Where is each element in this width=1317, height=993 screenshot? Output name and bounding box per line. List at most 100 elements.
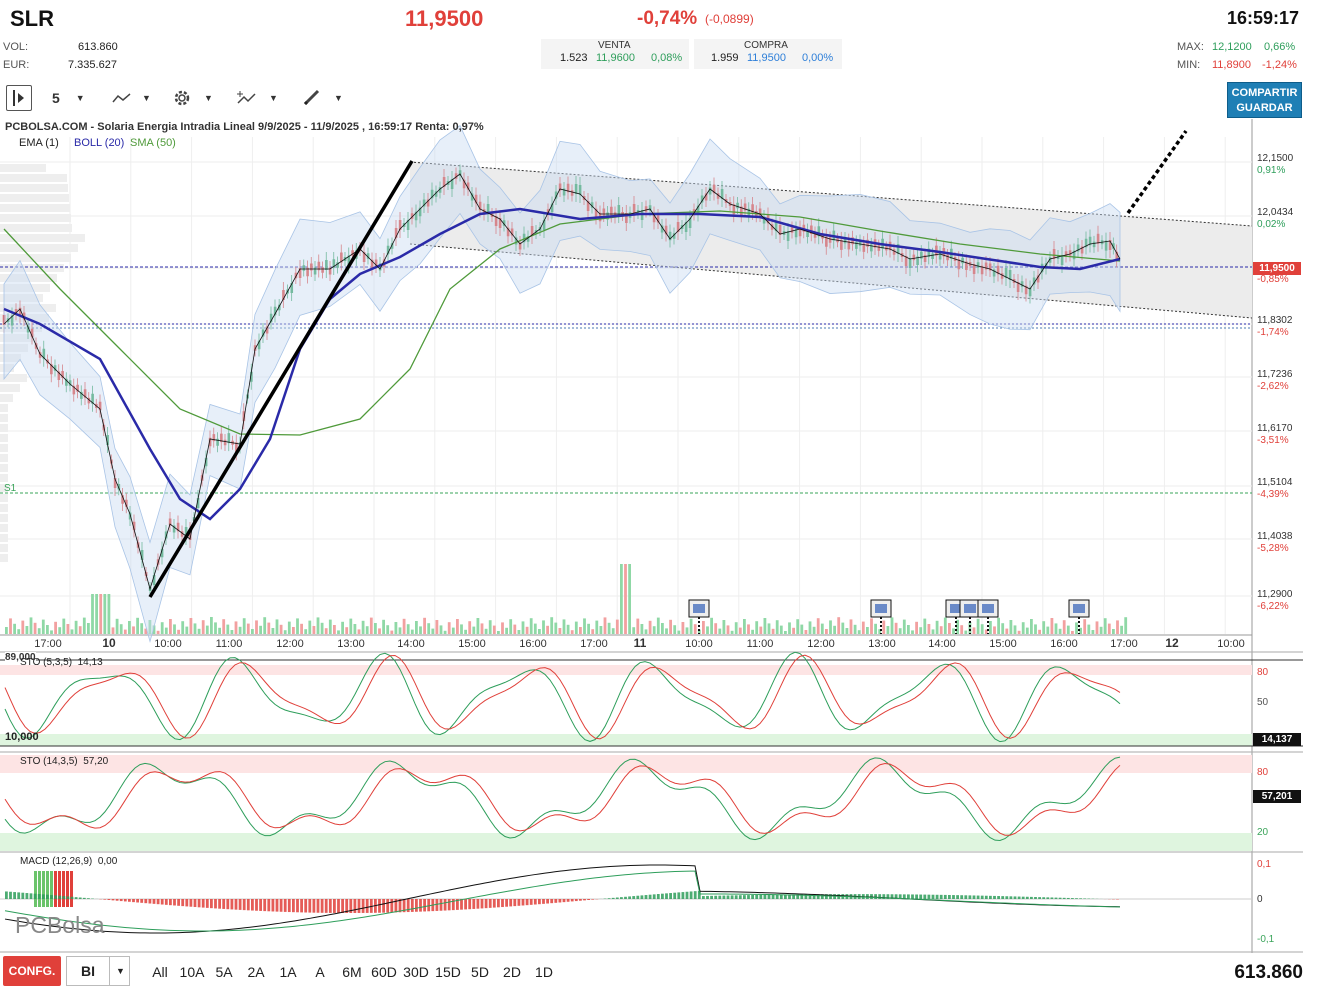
sto1-d-line <box>4 654 1121 740</box>
candle-body <box>644 206 648 212</box>
settings-selector[interactable]: ▼ <box>171 85 213 111</box>
mode-value: BI <box>81 963 95 979</box>
macd-legend-swatch <box>54 871 57 907</box>
macd-histogram-bar <box>398 899 402 913</box>
volume-bar <box>410 629 414 634</box>
volume-bar <box>538 629 541 634</box>
candle-body <box>684 222 688 232</box>
candle-body <box>996 265 1000 275</box>
macd-histogram-bar <box>677 892 681 899</box>
range-button-6m[interactable]: 6M <box>342 964 362 980</box>
macd-histogram-bar <box>870 894 873 899</box>
candle-body <box>1064 251 1068 257</box>
macd-histogram-bar <box>1038 897 1041 899</box>
volume-bar <box>238 626 242 634</box>
max-value: 12,1200 <box>1212 41 1252 53</box>
macd-histogram-bar <box>460 899 463 910</box>
range-button-all[interactable]: All <box>152 964 168 980</box>
volume-bar <box>894 622 898 634</box>
max-label: MAX: <box>1177 41 1204 53</box>
macd-histogram-bar <box>997 896 1000 899</box>
volume-bar <box>1042 621 1046 634</box>
volume-bar <box>37 628 41 634</box>
boll-legend: BOLL (20) <box>74 137 125 149</box>
mode-select[interactable]: BI ▼ <box>66 956 130 986</box>
macd-histogram-bar <box>169 899 172 906</box>
share-save-button[interactable]: COMPARTIR GUARDAR <box>1227 82 1302 118</box>
sto1-value-tag: 14,137 <box>1253 733 1301 746</box>
range-button-5d[interactable]: 5D <box>471 964 489 980</box>
volume-bar <box>710 617 713 634</box>
candle-body <box>632 204 636 214</box>
candle-body <box>65 378 68 386</box>
volume-bar <box>1075 622 1078 634</box>
candle-body <box>53 365 57 371</box>
range-button-1d[interactable]: 1D <box>535 964 553 980</box>
candle-body <box>798 227 802 237</box>
volume-bar <box>210 617 213 634</box>
volume-bar <box>935 620 939 634</box>
candle-body <box>908 258 912 268</box>
volume-bar <box>722 620 726 634</box>
range-button-2a[interactable]: 2A <box>247 964 265 980</box>
panel-toggle-button[interactable] <box>6 85 32 111</box>
candle-body <box>762 216 766 224</box>
price-tick-label: 12,1500 <box>1257 153 1294 164</box>
volume-bar <box>361 620 365 634</box>
volume-bar <box>1103 618 1107 634</box>
price-tick-label: 11,6170 <box>1257 423 1293 434</box>
macd-histogram-bar <box>402 899 406 913</box>
range-button-30d[interactable]: 30D <box>403 964 429 980</box>
candle-body <box>736 202 739 209</box>
candle-body <box>774 221 778 231</box>
range-button-1a[interactable]: 1A <box>279 964 297 980</box>
volume-bar <box>1046 626 1050 634</box>
volume-bar <box>833 625 836 634</box>
macd-legend-swatch <box>62 871 65 907</box>
macd-histogram-bar <box>234 899 238 910</box>
volume-bar <box>349 618 353 634</box>
interval-selector[interactable]: 5 ▼ <box>52 85 85 111</box>
range-button-60d[interactable]: 60D <box>371 964 397 980</box>
macd-histogram-bar <box>501 899 504 908</box>
candle-body <box>26 325 30 333</box>
volume-bar <box>492 625 496 634</box>
candle-body <box>390 243 394 249</box>
news-flag-image <box>875 604 887 613</box>
volume-bar <box>1001 623 1005 634</box>
range-button-5a[interactable]: 5A <box>215 964 233 980</box>
indicators-selector[interactable]: ▼ <box>236 85 278 111</box>
volume-bar <box>882 620 886 634</box>
price-tick-pct: -3,51% <box>1257 435 1289 446</box>
macd-legend-swatch <box>58 871 61 907</box>
range-button-15d[interactable]: 15D <box>435 964 461 980</box>
volume-bar <box>1005 628 1009 634</box>
volume-profile-bar <box>0 234 85 242</box>
range-button-2d[interactable]: 2D <box>503 964 521 980</box>
price-tick-pct: -6,22% <box>1257 601 1289 612</box>
candle-body <box>828 237 832 243</box>
candle-body <box>310 263 313 271</box>
candle-body <box>938 252 942 260</box>
candle-body <box>374 259 378 267</box>
macd-histogram-bar <box>980 895 984 899</box>
volume-bar <box>628 564 631 634</box>
range-button-a[interactable]: A <box>315 964 325 980</box>
volume-bar <box>439 625 443 634</box>
chart-type-selector[interactable]: ▼ <box>111 85 151 111</box>
vol-label: VOL: <box>3 41 29 53</box>
volume-profile-bar <box>0 384 20 392</box>
candle-body <box>980 265 984 275</box>
time-tick-label: 15:00 <box>989 638 1017 650</box>
macd-histogram-bar <box>136 899 139 903</box>
volume-bar <box>1071 631 1074 634</box>
config-button[interactable]: CONFG. <box>3 956 61 986</box>
macd-histogram-bar <box>74 897 78 899</box>
range-button-10a[interactable]: 10A <box>179 964 205 980</box>
venta-pct: 0,08% <box>651 52 683 64</box>
macd-histogram-bar <box>558 899 562 903</box>
volume-bar <box>550 617 554 634</box>
venta-box: VENTA 1.523 11,9600 0,08% <box>541 39 689 69</box>
drawing-tools-selector[interactable]: ▼ <box>302 85 343 111</box>
